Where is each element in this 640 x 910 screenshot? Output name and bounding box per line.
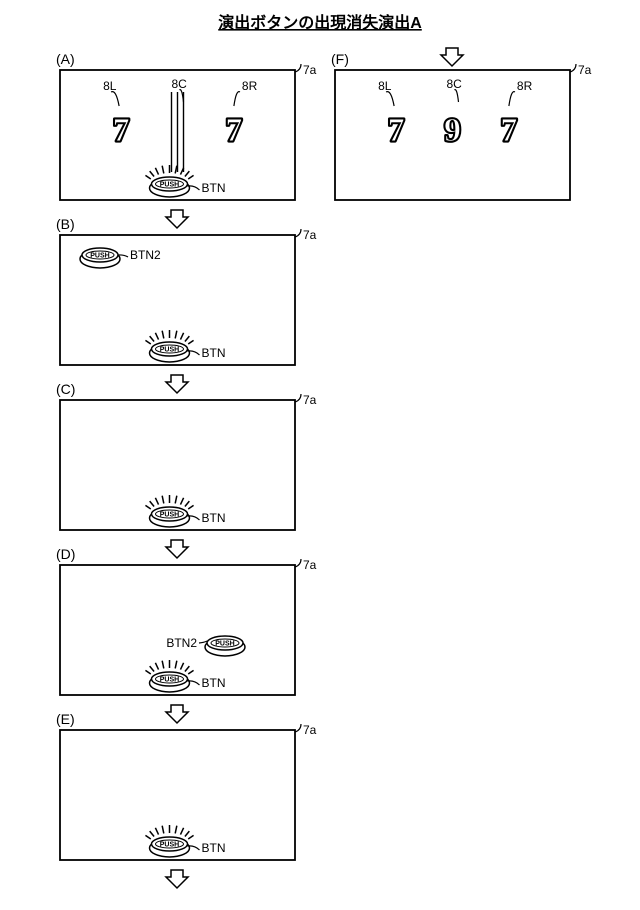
reel-label-L: 8L <box>103 79 117 93</box>
push-button-text: PUSH <box>160 512 179 519</box>
corner-tag: 7a <box>303 558 317 572</box>
push-button-text: PUSH <box>160 842 179 849</box>
panel-label: (C) <box>56 381 75 397</box>
panel-F: (F)7a7777998L8C8R <box>331 51 592 200</box>
corner-tag: 7a <box>303 393 317 407</box>
btn2-label: BTN2 <box>166 636 197 650</box>
panel-E: (E) 7a PUSH BTN <box>56 711 317 860</box>
push-button-text: PUSH <box>160 677 179 684</box>
btn-label: BTN <box>202 346 226 360</box>
reel-label-R: 8R <box>517 79 533 93</box>
push-button-text: PUSH <box>215 641 234 648</box>
btn2-label: BTN2 <box>130 248 161 262</box>
push-button-text: PUSH <box>160 347 179 354</box>
flow-arrow-down <box>166 870 188 888</box>
panel-label: (F) <box>331 51 349 67</box>
flow-arrow-down <box>166 210 188 228</box>
btn-label: BTN <box>202 841 226 855</box>
corner-tag: 7a <box>303 723 317 737</box>
push-button-text: PUSH <box>90 253 109 260</box>
flow-arrow-down <box>166 540 188 558</box>
flow-arrow-down <box>441 48 463 66</box>
svg-text:9: 9 <box>444 112 461 149</box>
corner-tag: 7a <box>578 63 592 77</box>
reel-label-L: 8L <box>378 79 392 93</box>
panel-label: (E) <box>56 711 75 727</box>
reel-label-C: 8C <box>172 77 188 91</box>
btn-label: BTN <box>202 511 226 525</box>
reel-label-R: 8R <box>242 79 258 93</box>
panel-D: (D) 7a PUSH BTN PUSH BTN2 <box>56 546 317 695</box>
panel-C: (C) 7a PUSH BTN <box>56 381 317 530</box>
svg-text:7: 7 <box>388 112 405 149</box>
panel-B: (B) 7a PUSH BTN PUSH BTN2 <box>56 216 317 365</box>
panel-label: (A) <box>56 51 75 67</box>
svg-text:7: 7 <box>225 112 242 149</box>
btn-label: BTN <box>202 181 226 195</box>
btn-label: BTN <box>202 676 226 690</box>
reel-label-C: 8C <box>447 77 463 91</box>
corner-tag: 7a <box>303 228 317 242</box>
panel-label: (B) <box>56 216 75 232</box>
corner-tag: 7a <box>303 63 317 77</box>
push-button-text: PUSH <box>160 182 179 189</box>
flow-arrow-down <box>166 375 188 393</box>
diagram-title: 演出ボタンの出現消失演出A <box>218 13 422 32</box>
flow-arrow-down <box>166 705 188 723</box>
panel-A: (A)7a77778L8C8RPUSHBTN <box>56 51 317 200</box>
svg-text:7: 7 <box>500 112 517 149</box>
svg-text:7: 7 <box>113 112 130 149</box>
panel-label: (D) <box>56 546 75 562</box>
